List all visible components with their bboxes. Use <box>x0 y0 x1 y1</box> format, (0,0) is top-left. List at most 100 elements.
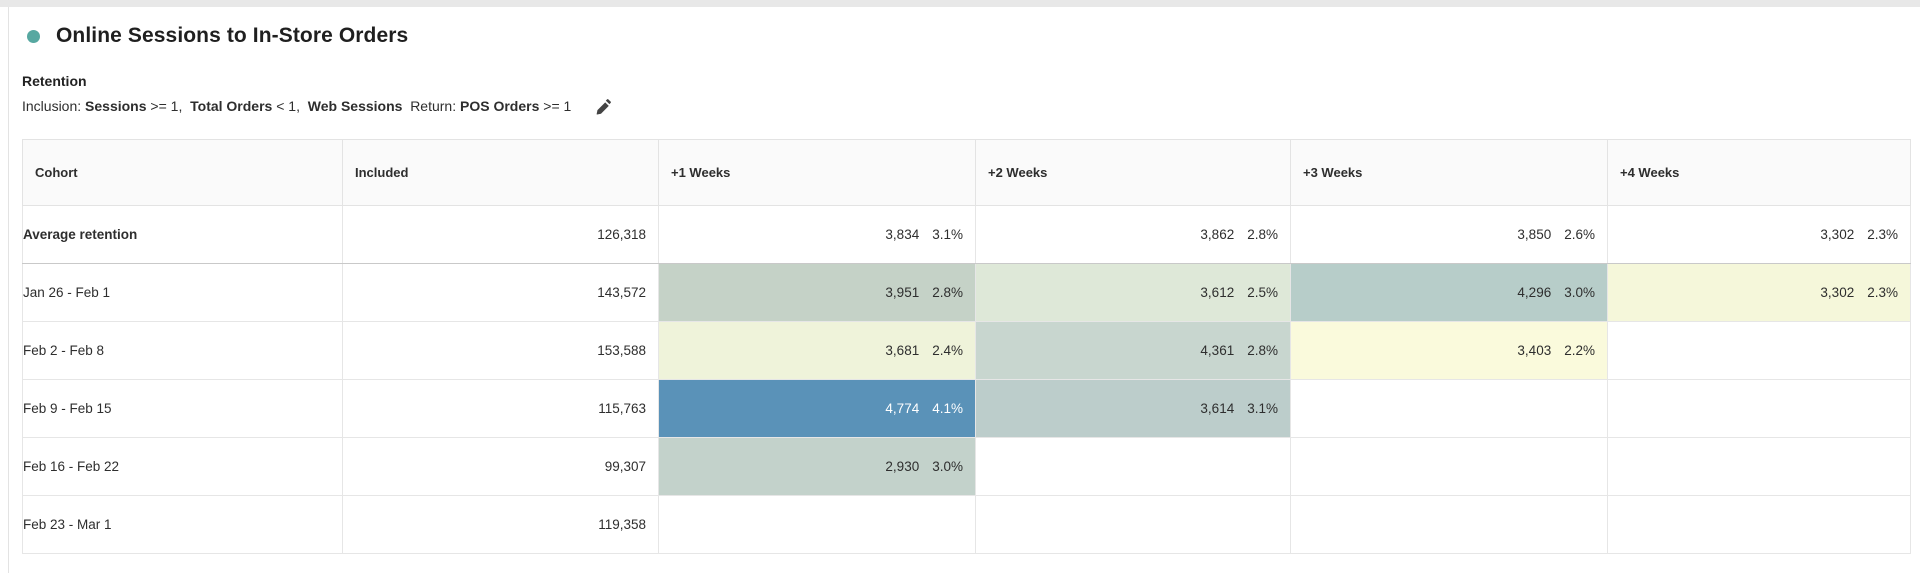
empty-cell[interactable] <box>1290 437 1608 496</box>
included-value: 115,763 <box>598 401 646 416</box>
included-cell[interactable]: 143,572 <box>342 263 659 322</box>
empty-cell[interactable] <box>975 437 1291 496</box>
inclusion-segment: POS Orders <box>460 98 540 114</box>
retention-percent: 2.8% <box>1247 227 1278 242</box>
column-header-4-weeks: +4 Weeks <box>1607 139 1911 206</box>
retention-percent: 2.2% <box>1564 343 1595 358</box>
column-header-cohort: Cohort <box>22 139 343 206</box>
retention-count: 3,862 <box>1200 227 1235 242</box>
edit-criteria-button[interactable] <box>593 96 613 116</box>
retention-percent: 2.3% <box>1867 285 1898 300</box>
retention-value: 4,774 4.1% <box>659 401 975 416</box>
retention-cell[interactable]: 3,850 2.6% <box>1290 205 1608 264</box>
retention-cell[interactable]: 3,302 2.3% <box>1607 205 1911 264</box>
retention-cell[interactable]: 3,951 2.8% <box>658 263 976 322</box>
retention-count: 2,930 <box>885 459 920 474</box>
retention-label: Retention <box>22 73 87 89</box>
retention-value: 3,862 2.8% <box>976 227 1290 242</box>
retention-count: 3,834 <box>885 227 920 242</box>
retention-cell[interactable]: 3,862 2.8% <box>975 205 1291 264</box>
cohort-cell[interactable]: Feb 2 - Feb 8 <box>22 321 343 380</box>
empty-cell[interactable] <box>1290 495 1608 554</box>
retention-count: 3,850 <box>1517 227 1552 242</box>
included-cell[interactable]: 153,588 <box>342 321 659 380</box>
table-row: Jan 26 - Feb 1 143,572 3,951 2.8% 3,612 2.5% 4… <box>22 263 1911 322</box>
included-value: 153,588 <box>597 343 646 358</box>
retention-count: 4,296 <box>1517 285 1552 300</box>
inclusion-segment: >= 1, <box>146 98 191 114</box>
retention-count: 3,302 <box>1820 285 1855 300</box>
empty-cell[interactable] <box>1607 379 1911 438</box>
retention-count: 4,361 <box>1200 343 1235 358</box>
retention-count: 3,403 <box>1517 343 1552 358</box>
retention-count: 4,774 <box>885 401 920 416</box>
retention-cell[interactable]: 3,681 2.4% <box>658 321 976 380</box>
included-cell[interactable]: 115,763 <box>342 379 659 438</box>
retention-value: 3,302 2.3% <box>1608 227 1910 242</box>
inclusion-criteria: Inclusion: Sessions >= 1, Total Orders <… <box>22 98 571 114</box>
retention-percent: 2.5% <box>1247 285 1278 300</box>
retention-value: 2,930 3.0% <box>659 459 975 474</box>
table-header-row: Cohort Included +1 Weeks +2 Weeks +3 Weeks +4… <box>22 139 1911 206</box>
column-header-1-weeks: +1 Weeks <box>658 139 976 206</box>
retention-cell[interactable]: 3,403 2.2% <box>1290 321 1608 380</box>
included-value: 126,318 <box>597 227 646 242</box>
inclusion-segment: Web Sessions <box>307 98 403 114</box>
empty-cell[interactable] <box>1290 379 1608 438</box>
cohort-cell[interactable]: Average retention <box>22 205 343 264</box>
retention-cell[interactable]: 4,296 3.0% <box>1290 263 1608 322</box>
cohort-cell[interactable]: Feb 16 - Feb 22 <box>22 437 343 496</box>
inclusion-segment: Return: <box>402 98 461 114</box>
cohort-cell[interactable]: Feb 23 - Mar 1 <box>22 495 343 554</box>
cohort-table: Cohort Included +1 Weeks +2 Weeks +3 Weeks +4… <box>22 139 1911 554</box>
retention-percent: 2.6% <box>1564 227 1595 242</box>
inclusion-segment: Total Orders <box>190 98 273 114</box>
retention-value: 3,681 2.4% <box>659 343 975 358</box>
retention-value: 4,296 3.0% <box>1291 285 1607 300</box>
retention-percent: 3.1% <box>932 227 963 242</box>
top-divider <box>0 0 1920 7</box>
cohort-cell[interactable]: Feb 9 - Feb 15 <box>22 379 343 438</box>
inclusion-segment: Inclusion: <box>22 98 86 114</box>
retention-cell[interactable]: 3,834 3.1% <box>658 205 976 264</box>
panel-left-border <box>8 7 9 573</box>
retention-cell[interactable]: 3,302 2.3% <box>1607 263 1911 322</box>
retention-percent: 3.1% <box>1247 401 1278 416</box>
empty-cell[interactable] <box>1607 321 1911 380</box>
retention-cell[interactable]: 3,612 2.5% <box>975 263 1291 322</box>
table-body: Average retention 126,318 3,834 3.1% 3,862 2.… <box>22 205 1911 554</box>
retention-cell[interactable]: 4,774 4.1% <box>658 379 976 438</box>
retention-value: 3,834 3.1% <box>659 227 975 242</box>
retention-value: 3,302 2.3% <box>1608 285 1910 300</box>
empty-cell[interactable] <box>975 495 1291 554</box>
included-value: 99,307 <box>604 459 646 474</box>
column-header-2-weeks: +2 Weeks <box>975 139 1291 206</box>
empty-cell[interactable] <box>1607 495 1911 554</box>
retention-cell[interactable]: 2,930 3.0% <box>658 437 976 496</box>
retention-count: 3,951 <box>885 285 920 300</box>
retention-value: 4,361 2.8% <box>976 343 1290 358</box>
retention-count: 3,681 <box>885 343 920 358</box>
retention-cell[interactable]: 4,361 2.8% <box>975 321 1291 380</box>
table-row: Feb 23 - Mar 1 119,358 <box>22 495 1911 554</box>
inclusion-segment: Sessions <box>85 98 147 114</box>
empty-cell[interactable] <box>1607 437 1911 496</box>
retention-value: 3,612 2.5% <box>976 285 1290 300</box>
empty-cell[interactable] <box>658 495 976 554</box>
cohort-panel: Online Sessions to In-Store Orders Reten… <box>0 7 1920 579</box>
column-header-included: Included <box>342 139 659 206</box>
table-row: Feb 9 - Feb 15 115,763 4,774 4.1% 3,614 3.1% <box>22 379 1911 438</box>
retention-cell[interactable]: 3,614 3.1% <box>975 379 1291 438</box>
retention-percent: 2.3% <box>1867 227 1898 242</box>
table-row: Average retention 126,318 3,834 3.1% 3,862 2.… <box>22 205 1911 264</box>
cohort-cell[interactable]: Jan 26 - Feb 1 <box>22 263 343 322</box>
column-header-3-weeks: +3 Weeks <box>1290 139 1608 206</box>
panel-header: Online Sessions to In-Store Orders <box>22 7 1920 48</box>
retention-value: 3,403 2.2% <box>1291 343 1607 358</box>
retention-value: 3,951 2.8% <box>659 285 975 300</box>
included-cell[interactable]: 126,318 <box>342 205 659 264</box>
included-value: 143,572 <box>597 285 646 300</box>
included-cell[interactable]: 99,307 <box>342 437 659 496</box>
retention-percent: 2.4% <box>932 343 963 358</box>
included-cell[interactable]: 119,358 <box>342 495 659 554</box>
